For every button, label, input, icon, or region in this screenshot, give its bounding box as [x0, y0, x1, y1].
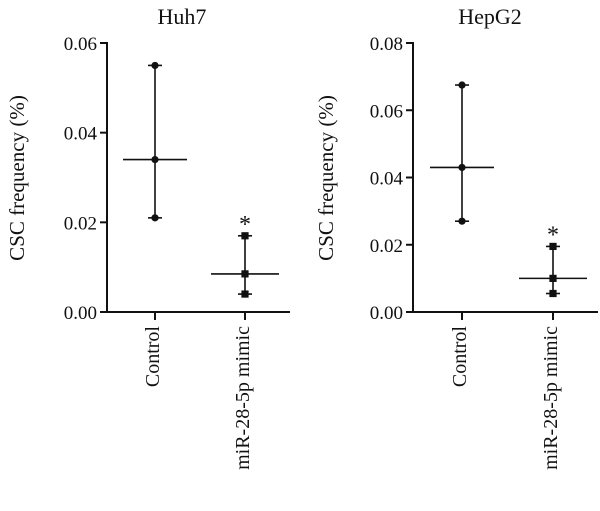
data-point: [458, 81, 466, 89]
huh7-panel: Huh7 CSC frequency (%) 0.00 0.02 0.04 0.06 C…: [5, 4, 290, 470]
data-point: [241, 290, 249, 298]
x-category-label: Control: [142, 326, 164, 388]
y-tick-label: 0.06: [64, 34, 97, 55]
y-tick-label: 0.06: [370, 101, 403, 122]
y-tick-label: 0.04: [370, 169, 404, 190]
hepg2-panel: HepG2 CSC frequency (%) 0.00 0.02 0.04 0.06…: [314, 4, 598, 470]
data-point: [151, 61, 159, 70]
data-point: [241, 232, 249, 240]
x-category-label: Control: [449, 326, 471, 388]
chart-title: Huh7: [158, 4, 207, 29]
data-point: [549, 242, 557, 251]
data-point: [549, 289, 557, 298]
data-point: [458, 163, 466, 172]
y-axis-label: CSC frequency (%): [5, 95, 29, 261]
y-tick-label: 0.02: [370, 236, 403, 257]
y-tick-label: 0.00: [370, 303, 403, 324]
data-point: [241, 270, 249, 278]
y-axis-label: CSC frequency (%): [314, 95, 338, 261]
y-tick-label: 0.04: [64, 124, 98, 145]
y-tick-label: 0.08: [370, 34, 403, 55]
significance-marker: *: [547, 222, 559, 248]
data-point: [151, 155, 159, 164]
x-category-label: miR-28-5p mimic: [232, 326, 254, 470]
chart-title: HepG2: [458, 4, 522, 29]
data-point: [151, 214, 159, 222]
data-point: [458, 217, 466, 225]
x-category-label: miR-28-5p mimic: [540, 326, 562, 470]
y-tick-label: 0.02: [64, 213, 97, 234]
y-tick-label: 0.00: [64, 303, 97, 324]
significance-marker: *: [239, 212, 251, 238]
data-point: [549, 274, 557, 282]
